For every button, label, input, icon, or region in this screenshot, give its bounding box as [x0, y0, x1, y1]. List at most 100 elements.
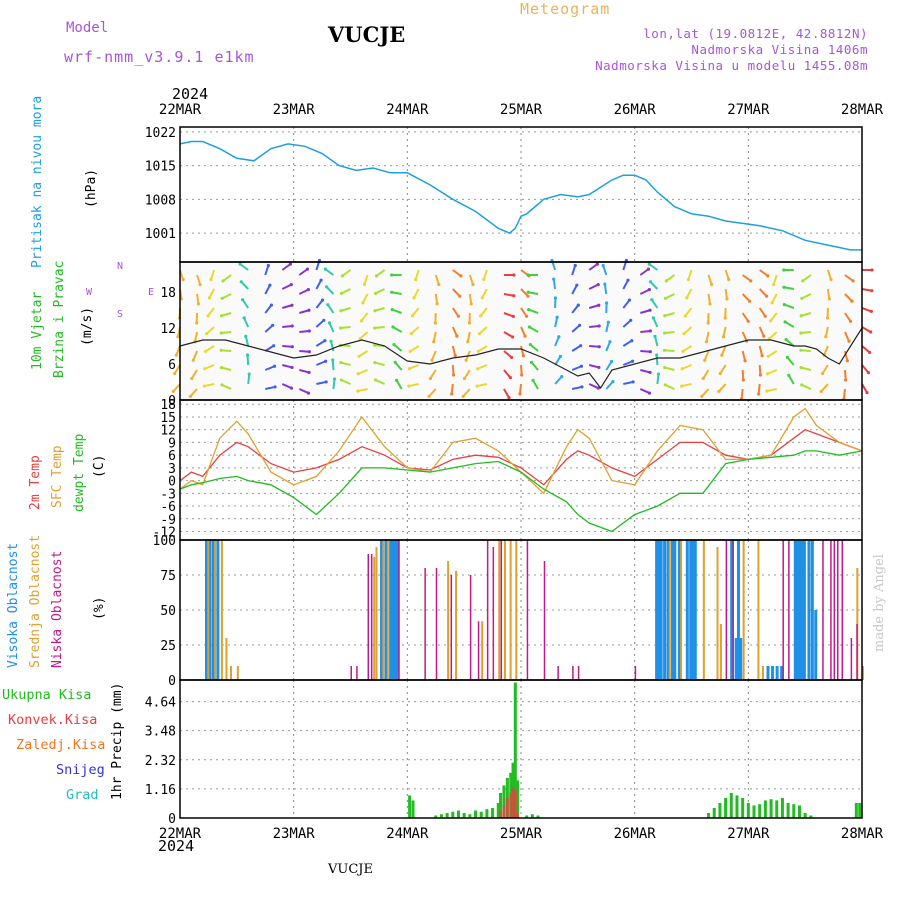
wind-arrow [282, 324, 293, 328]
precip-total-bar [741, 797, 745, 818]
wind-arrow-head [202, 384, 206, 388]
cloud-high-bar [659, 540, 663, 680]
temp-tick-label: -6 [160, 500, 176, 515]
wind-arrow-head [662, 348, 667, 352]
pressure-tick-label: 1001 [145, 227, 176, 242]
precip-convective-bar [509, 792, 513, 818]
precip-tick-label: 4.64 [145, 696, 176, 711]
wind-arrow-head [356, 389, 360, 393]
wind-arrow-head [357, 354, 361, 358]
wind-arrow-head [763, 314, 767, 318]
wind-arrow [221, 384, 232, 390]
wind-arrow-head [203, 367, 207, 371]
wind-arrow-head [412, 296, 416, 300]
wind-arrow-head [653, 334, 657, 338]
cloud-low-bar [500, 540, 503, 680]
wind-arrow-head [520, 373, 524, 377]
wind-arrow [468, 293, 473, 305]
wind-arrow [821, 364, 829, 375]
wind-arrow [477, 345, 488, 353]
wind-arrow-head [869, 309, 873, 314]
wind-arrow-head [555, 315, 559, 319]
precip-total-bar [707, 812, 711, 818]
wind-arrow [784, 303, 795, 309]
wind-arrow-head [238, 262, 242, 266]
wind-arrow-head [374, 291, 378, 295]
wind-arrow [552, 278, 557, 290]
pressure-line [179, 140, 862, 251]
wind-arrow-head [783, 320, 787, 324]
wind-arrow-head [579, 344, 583, 348]
wind-arrow [476, 383, 488, 388]
wind-arrow-head [648, 350, 652, 354]
wind-arrow-head [597, 324, 601, 328]
wind-arrow [665, 293, 675, 300]
temp-tick-label: 15 [160, 411, 176, 426]
wind-arrow [340, 307, 351, 312]
wind-arrow [605, 380, 614, 390]
wind-arrow [264, 344, 275, 352]
precip-total-bar [516, 780, 520, 818]
wind-arrow-head [663, 314, 667, 318]
precip-tick-label: 3.48 [145, 725, 176, 740]
cloud-mid-bar [668, 540, 671, 680]
cloud-mid-bar [862, 666, 864, 680]
cloud-tick-label: 50 [160, 604, 176, 619]
cloud-low-bar [350, 666, 352, 680]
cloud-low-bar [830, 540, 832, 680]
wind-arrow-head [205, 332, 209, 336]
wind-arrow [588, 304, 600, 309]
wind-arrow [685, 288, 693, 299]
wind-arrow [571, 365, 582, 371]
wind-arrow-head [870, 268, 874, 272]
wind-arrow-head [629, 318, 633, 322]
wind-arrow [622, 279, 629, 290]
wind-arrow-head [626, 278, 630, 282]
chart-title: Meteogram [520, 0, 611, 18]
cloud-high-bar [380, 540, 384, 680]
wind-arrow-head [511, 335, 515, 339]
wind-arrow-head [648, 308, 652, 312]
wind-arrow [759, 269, 769, 277]
wind-arrow-head [558, 354, 562, 359]
wind-arrow [395, 379, 403, 390]
wind-arrow [844, 331, 850, 342]
precip-tick-label: 2.32 [145, 754, 176, 769]
wind-arrow [282, 304, 293, 309]
wind-arrow-head [414, 277, 418, 282]
wind-arrow [518, 383, 522, 395]
cloud-high-bar [657, 540, 661, 680]
wind-arrow [640, 329, 651, 333]
wind-arrow [428, 388, 437, 398]
wind-arrow-head [725, 297, 729, 301]
wind-arrow [408, 383, 419, 388]
wind-arrow-head [824, 335, 828, 339]
wind-arrow [742, 274, 752, 282]
cloud-high-bar [800, 540, 804, 680]
wind-arrow [298, 268, 309, 276]
wind-arrow-head [785, 355, 789, 359]
wind-arrow-head [338, 326, 343, 330]
wind-arrow [204, 364, 215, 370]
legend-freezing-rain: Zaledj.Kisa [16, 737, 106, 753]
bottom-time-label: 28MAR [841, 826, 884, 842]
cloud-mid-bar [503, 540, 506, 680]
wind-arrow-head [630, 339, 634, 343]
wind-arrow-head [373, 326, 377, 330]
wind-arrow [503, 388, 510, 399]
wind-arrow [719, 364, 727, 375]
wind-arrow-head [701, 376, 705, 381]
wind-arrow-head [575, 283, 579, 287]
wind-arrow [481, 288, 488, 299]
wind-arrow-head [461, 394, 465, 399]
wind-arrow-head [647, 288, 651, 292]
wind-arrow-head [851, 279, 855, 283]
cloud-high-bar [671, 540, 675, 680]
station-title: VUCJE [328, 22, 406, 47]
wind-arrow-head [648, 370, 652, 375]
wind-arrow [801, 293, 812, 300]
wind-arrow [554, 317, 559, 328]
wind-arrow-head [329, 339, 333, 343]
wind-arrow-head [800, 383, 804, 387]
